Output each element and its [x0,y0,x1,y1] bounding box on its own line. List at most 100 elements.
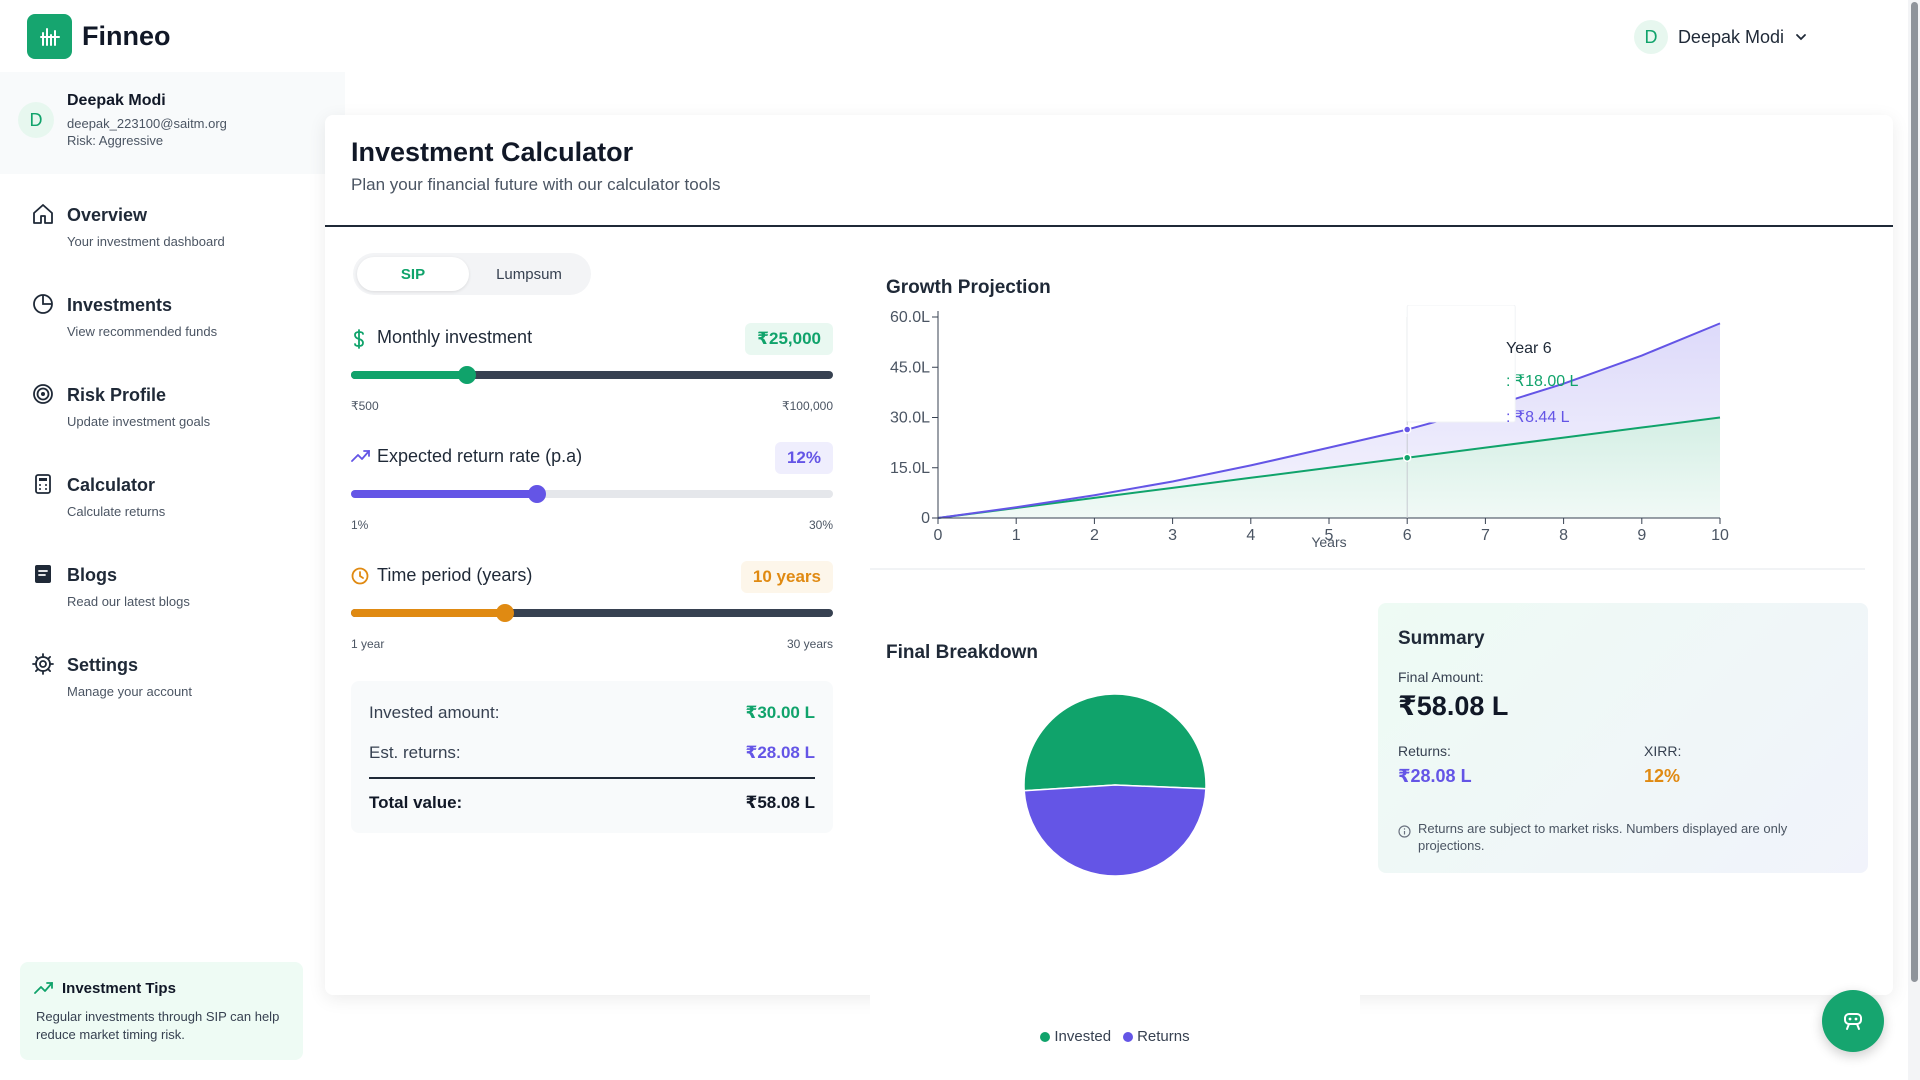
user-menu[interactable]: D Deepak Modi [1633,20,1808,54]
sidebar-nav: Overview Your investment dashboard Inves… [0,202,320,742]
avatar: D [1633,20,1668,54]
final-amount-label: Final Amount: [1398,669,1484,685]
page-scrollbar[interactable] [1908,0,1920,1080]
profile-avatar: D [18,102,54,138]
slider-thumb[interactable] [527,485,546,503]
x-tick-label: 1 [1012,527,1021,544]
x-tick-label: 8 [1559,527,1568,544]
chart-legend: Invested Returns [870,1028,1360,1045]
tooltip-returns: : ₹8.44 L [1506,409,1570,426]
tips-body: Regular investments through SIP can help… [36,1009,280,1042]
return-rate-value[interactable]: 12% [774,442,833,474]
slider-min-label: 1% [351,518,369,532]
chat-assistant-button[interactable] [1822,990,1884,1052]
sidebar-item-label: Overview [67,205,148,225]
final-amount-value: ₹58.08 L [1398,691,1509,721]
sidebar-item-overview[interactable]: Overview Your investment dashboard [0,202,320,292]
x-tick-label: 3 [1168,527,1177,544]
legend-item-invested: Invested [1040,1028,1111,1045]
scrollbar-thumb[interactable] [1911,2,1918,982]
user-menu-name: Deepak Modi [1677,26,1784,47]
tooltip-title: Year 6 [1506,340,1552,357]
app-logo[interactable]: Finneo [27,14,171,59]
x-tick-label: 6 [1403,527,1412,544]
slider-min-label: 1 year [351,637,385,651]
logo-icon [27,14,72,59]
x-tick-label: 10 [1711,527,1729,544]
y-tick-label: 15.0L [890,460,930,477]
sidebar-item-subtitle: Read our latest blogs [67,594,190,609]
slider-max-label: 30 years [786,637,833,651]
profile-name: Deepak Modi [67,92,166,109]
app-name: Finneo [82,21,171,51]
slider-thumb[interactable] [457,366,476,384]
summary-title: Summary [1398,628,1485,649]
x-tick-label: 5 [1325,527,1334,544]
slider-max-label: ₹100,000 [781,399,833,413]
x-axis-label: Years [1311,534,1346,550]
blog-icon [35,565,51,583]
time-period-slider[interactable] [351,604,833,622]
tooltip-dot-invested [1402,453,1412,462]
sidebar-item-subtitle: Calculate returns [67,504,166,519]
sidebar-item-investments[interactable]: Investments View recommended funds [0,292,320,382]
sidebar-item-blogs[interactable]: Blogs Read our latest blogs [0,562,320,652]
returns-area [938,323,1720,518]
time-period-value[interactable]: 10 years [740,561,833,593]
x-tick-label: 2 [1090,527,1099,544]
page-subtitle: Plan your financial future with our calc… [351,175,721,194]
sidebar-item-risk-profile[interactable]: Risk Profile Update investment goals [0,382,320,472]
info-icon [1398,825,1411,838]
tab-lumpsum[interactable]: Lumpsum [496,265,562,283]
y-tick-label: 30.0L [890,410,930,427]
summary-returns-label: Returns: [1398,743,1451,759]
legend-dot [1040,1031,1051,1042]
xirr-value: 12% [1644,766,1681,786]
sidebar-item-calculator[interactable]: Calculator Calculate returns [0,472,320,562]
return-rate-slider[interactable] [351,485,833,503]
slider-thumb[interactable] [496,604,515,622]
tab-sip[interactable]: SIP [357,257,469,291]
total-label: Total value: [369,793,463,812]
profile-card: D Deepak Modi deepak_223100@saitm.org Ri… [0,72,345,174]
legend-label: Invested [1054,1028,1112,1045]
results-panel: Invested amount: ₹30.00 L Est. returns: … [351,681,833,833]
slider-label: Expected return rate (p.a) [377,446,583,466]
y-tick-label: 45.0L [890,359,930,376]
pie-chart-icon [33,294,53,314]
sidebar-item-subtitle: Update investment goals [67,414,211,429]
legend-label: Returns [1137,1028,1190,1045]
pie-slice-returns[interactable] [1023,784,1207,877]
returns-row: Est. returns: ₹28.08 L [369,743,815,763]
gear-icon [32,653,54,675]
invested-line [937,416,1721,519]
sidebar-item-label: Investments [67,295,173,315]
slider-min-label: ₹500 [351,399,379,413]
summary-card: Summary Final Amount: ₹58.08 L Returns: … [1378,603,1868,873]
x-tick-label: 0 [934,527,943,544]
returns-line [937,322,1721,519]
monthly-investment-control: Monthly investment ₹25,000 ₹500 ₹100,000 [351,323,833,423]
slider-fill [351,490,537,498]
slider-label: Time period (years) [377,565,533,585]
tips-title: Investment Tips [62,980,176,997]
calculator-icon [35,474,51,494]
monthly-investment-slider[interactable] [351,366,833,384]
sidebar-item-label: Risk Profile [67,385,167,405]
sidebar-item-settings[interactable]: Settings Manage your account [0,652,320,742]
chevron-down-icon [1796,34,1806,41]
profile-email: deepak_223100@saitm.org [67,116,227,131]
sidebar-item-label: Settings [67,655,139,675]
growth-chart[interactable]: 0 1 2 3 4 5 6 7 8 9 10 0 15.0L 30.0L 45.0L 60.0L Years [870,305,1865,565]
page-title: Investment Calculator [351,137,634,167]
top-bar: Finneo D Deepak Modi [0,0,1908,72]
sidebar-item-subtitle: Your investment dashboard [67,234,225,249]
legend-dot [1123,1031,1134,1042]
sidebar: D Deepak Modi deepak_223100@saitm.org Ri… [0,72,345,1080]
slider-fill [351,371,467,379]
monthly-investment-value[interactable]: ₹25,000 [745,323,833,355]
pie-slice-invested[interactable] [1023,693,1207,792]
breakdown-pie-chart[interactable] [1015,685,1215,885]
total-row: Total value: ₹58.08 L [369,793,815,813]
tooltip-box [1406,305,1516,423]
